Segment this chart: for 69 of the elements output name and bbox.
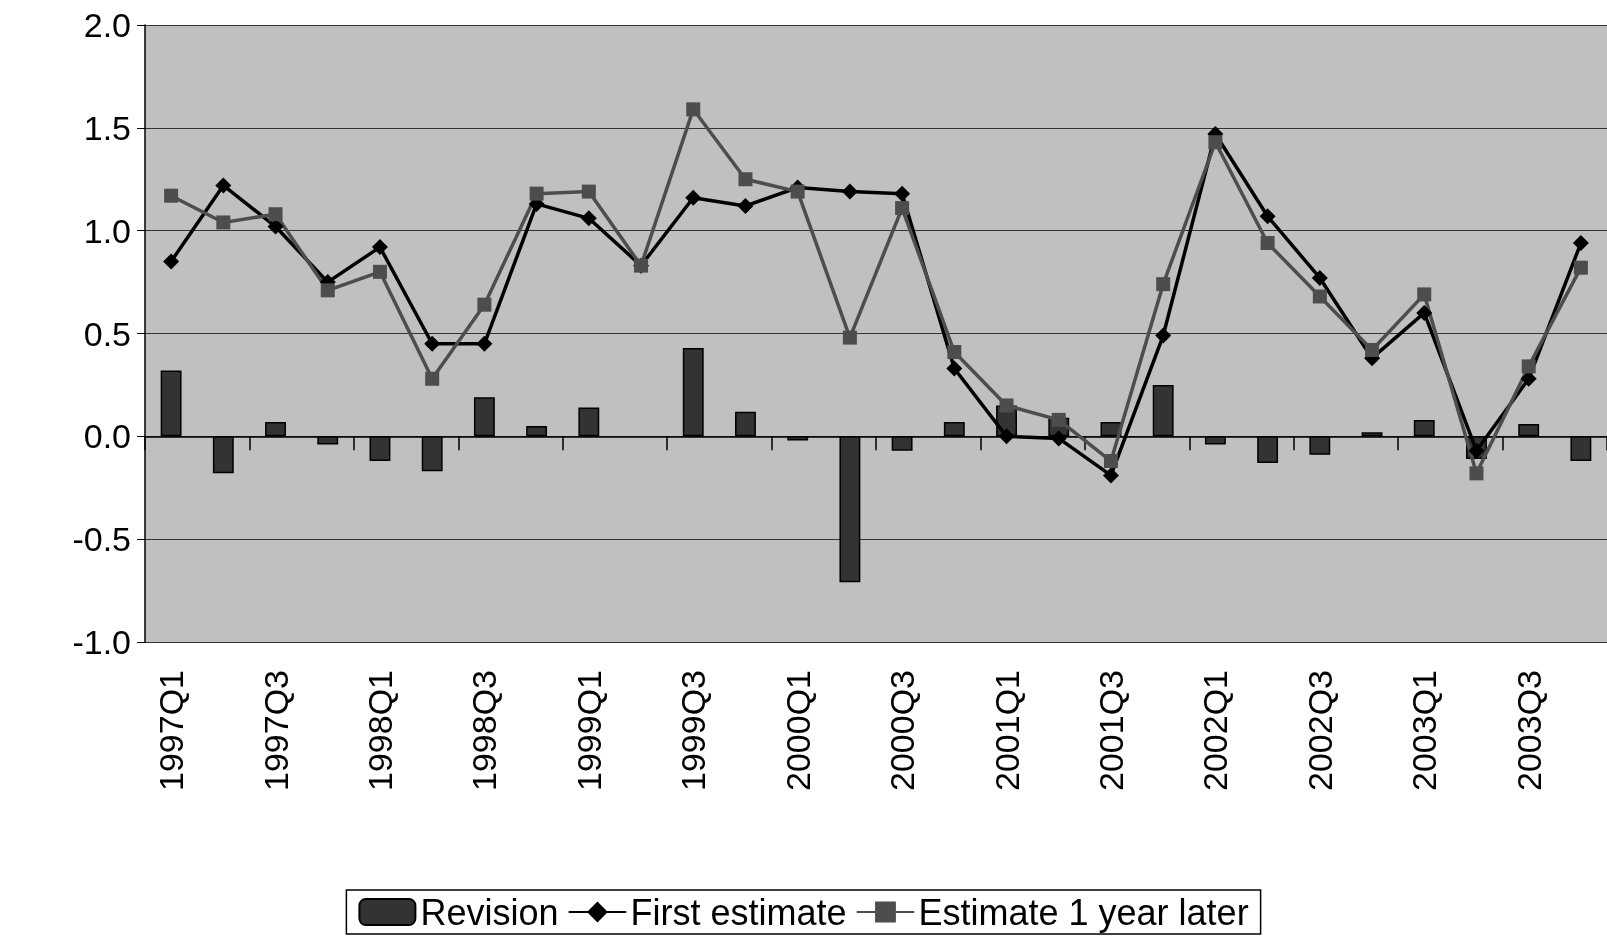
x-tick-label: 2002Q1 <box>1196 670 1235 791</box>
point <box>1156 277 1171 292</box>
point <box>686 102 701 117</box>
y-tick-label: -0.5 <box>72 520 131 559</box>
x-tick-label: 1997Q3 <box>256 670 295 791</box>
x-tick-label: 2001Q1 <box>987 670 1026 791</box>
x-tick-label: 1999Q1 <box>569 670 608 791</box>
point <box>215 177 232 194</box>
point <box>529 186 544 201</box>
point <box>1365 342 1380 357</box>
point <box>1311 269 1328 286</box>
point <box>216 215 231 230</box>
y-tick-label: 0.0 <box>83 417 131 456</box>
point <box>164 188 179 203</box>
point <box>372 264 387 279</box>
x-tick-label: 1999Q3 <box>674 670 713 791</box>
point <box>268 207 283 222</box>
point <box>580 210 597 227</box>
legend-label: First estimate <box>630 891 847 933</box>
point <box>894 185 911 202</box>
x-tick-label: 2002Q3 <box>1300 670 1339 791</box>
point <box>1050 430 1067 447</box>
x-tick-label: 2000Q3 <box>883 670 922 791</box>
point <box>738 172 753 187</box>
point <box>842 330 857 345</box>
point <box>1102 467 1119 484</box>
legend-label: Revision <box>420 891 559 933</box>
point <box>998 428 1015 445</box>
y-tick-label: 2.0 <box>83 6 131 44</box>
point <box>163 253 180 270</box>
point <box>371 239 388 256</box>
point <box>737 197 754 214</box>
point <box>1521 359 1536 374</box>
y-tick-label: -1.0 <box>72 623 131 661</box>
point <box>1573 260 1588 275</box>
point <box>1417 287 1432 302</box>
point <box>841 183 858 200</box>
point <box>425 371 440 386</box>
point <box>320 283 335 298</box>
point <box>895 201 910 216</box>
point <box>476 335 493 352</box>
x-tick-label: 2003Q3 <box>1509 670 1548 791</box>
x-tick-label: 2001Q3 <box>1091 670 1130 791</box>
point <box>581 184 596 199</box>
point <box>946 360 963 377</box>
point <box>1208 135 1223 150</box>
x-tick-label: 2003Q1 <box>1405 670 1444 791</box>
point <box>1572 235 1589 252</box>
point <box>1312 289 1327 304</box>
point <box>1103 454 1118 469</box>
x-tick-label: 1998Q1 <box>360 670 399 791</box>
point <box>477 297 492 312</box>
x-tick-label: 1997Q1 <box>152 670 191 791</box>
legend-label: Estimate 1 year later <box>918 891 1249 933</box>
y-tick-label: 0.5 <box>83 314 131 353</box>
y-tick-label: 1.5 <box>83 108 131 147</box>
point <box>999 398 1014 413</box>
x-tick-label: 1998Q3 <box>465 670 504 791</box>
point <box>1260 236 1275 251</box>
point <box>947 345 962 360</box>
point <box>1416 304 1433 321</box>
point <box>1469 466 1484 481</box>
point <box>1155 327 1172 344</box>
point <box>685 189 702 206</box>
x-tick-label: 2000Q1 <box>778 670 817 791</box>
y-tick-label: 1.0 <box>83 211 131 250</box>
point <box>790 184 805 199</box>
point <box>1259 208 1276 225</box>
point <box>424 335 441 352</box>
